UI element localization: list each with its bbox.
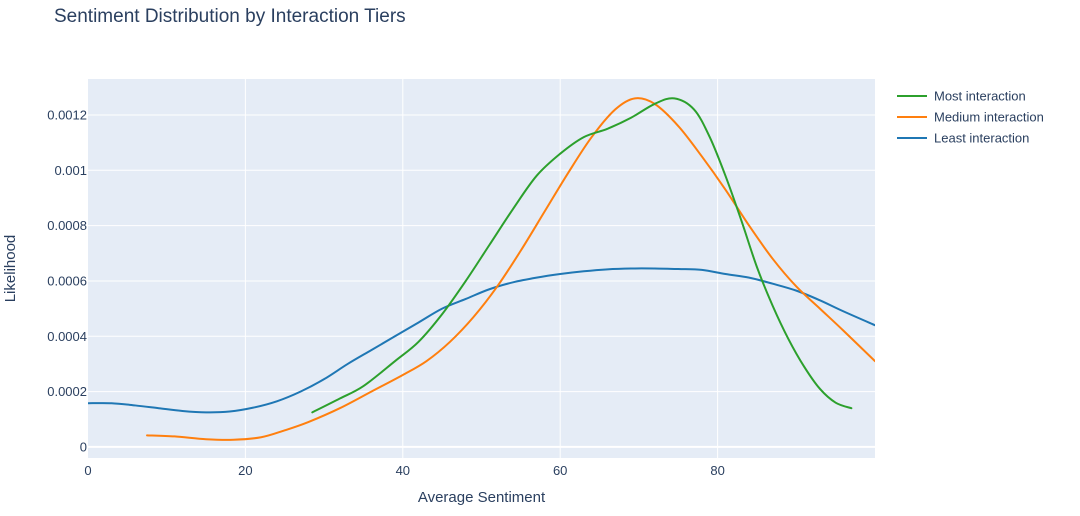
tick-labels: 0 20 40 60 80 0 0.0002 0.0004 0.0006 0.0008 0.001 0… — [47, 107, 725, 478]
legend-label: Medium interaction — [934, 110, 1044, 125]
y-tick-label: 0.0006 — [47, 273, 87, 288]
series-lines — [88, 97, 875, 441]
chart-title: Sentiment Distribution by Interaction Ti… — [54, 6, 406, 27]
series-line-medium-interaction — [146, 97, 875, 441]
y-tick-label: 0.0008 — [47, 218, 87, 233]
legend-item-most-interaction[interactable]: Most interaction — [897, 89, 1026, 104]
y-axis-title: Likelihood — [2, 235, 19, 303]
y-tick-label: 0.001 — [54, 163, 87, 178]
series-line-most-interaction — [311, 97, 853, 414]
x-tick-label: 60 — [553, 463, 567, 478]
x-tick-label: 40 — [396, 463, 410, 478]
legend-item-medium-interaction[interactable]: Medium interaction — [897, 110, 1044, 125]
y-tick-label: 0.0012 — [47, 107, 87, 122]
legend-label: Most interaction — [934, 89, 1026, 104]
legend-label: Least interaction — [934, 131, 1029, 146]
plot-background — [88, 79, 875, 458]
x-tick-label: 80 — [710, 463, 724, 478]
x-axis-title: Average Sentiment — [418, 489, 546, 506]
y-tick-label: 0.0004 — [47, 329, 87, 344]
legend[interactable]: Most interaction Medium interaction Least … — [897, 89, 1044, 146]
y-tick-label: 0 — [80, 439, 87, 454]
y-tick-label: 0.0002 — [47, 384, 87, 399]
legend-item-least-interaction[interactable]: Least interaction — [897, 131, 1029, 146]
series-line-least-interaction — [88, 267, 875, 414]
x-tick-label: 0 — [84, 463, 91, 478]
x-tick-label: 20 — [238, 463, 252, 478]
